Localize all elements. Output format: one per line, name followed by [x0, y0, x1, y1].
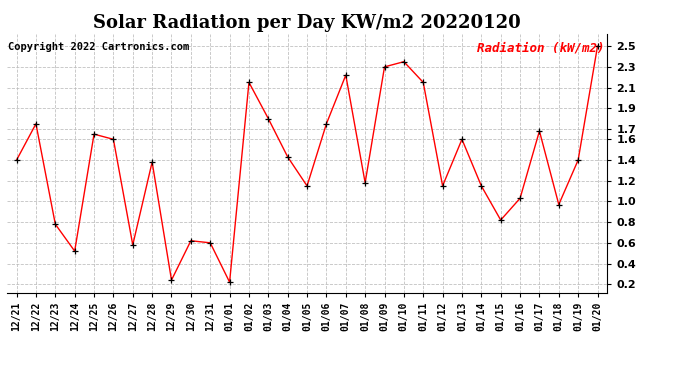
Title: Solar Radiation per Day KW/m2 20220120: Solar Radiation per Day KW/m2 20220120	[93, 14, 521, 32]
Text: Radiation (kW/m2): Radiation (kW/m2)	[477, 42, 604, 54]
Text: Copyright 2022 Cartronics.com: Copyright 2022 Cartronics.com	[8, 42, 189, 51]
